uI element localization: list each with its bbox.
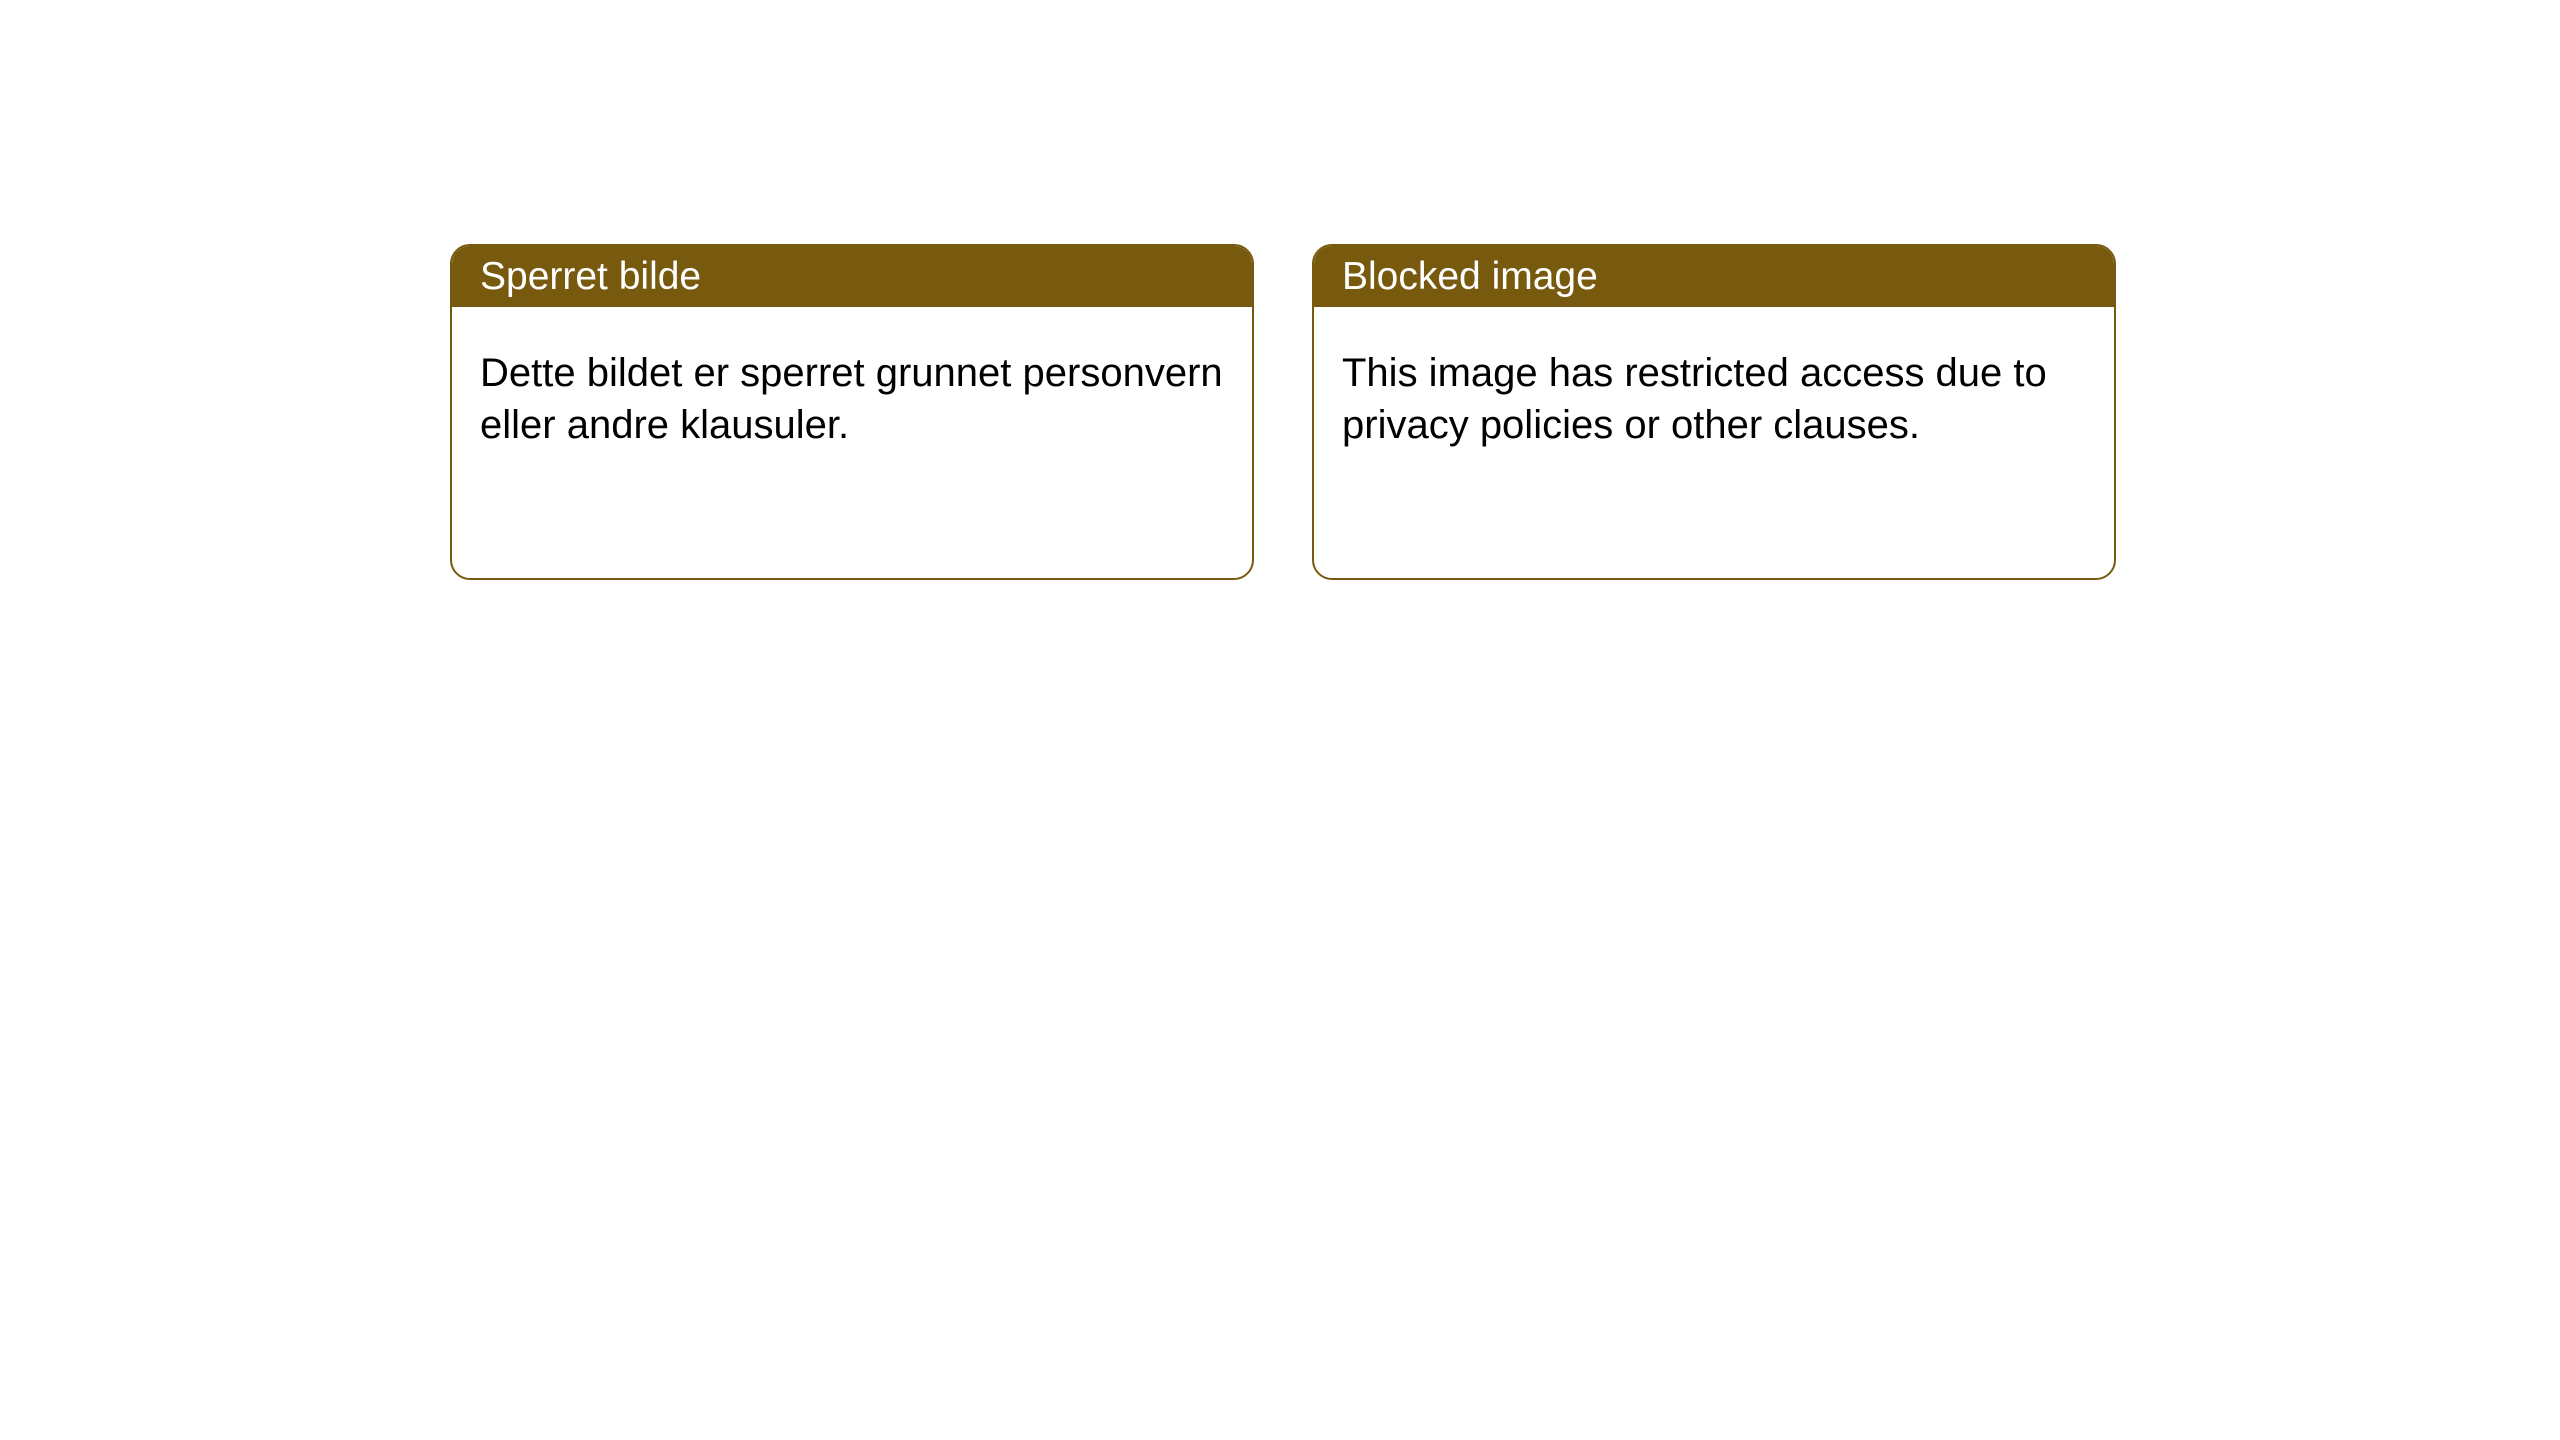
card-header: Blocked image [1314,246,2114,307]
card-body-text: Dette bildet er sperret grunnet personve… [480,351,1223,447]
card-body: Dette bildet er sperret grunnet personve… [452,307,1252,491]
blocked-image-card-no: Sperret bilde Dette bildet er sperret gr… [450,244,1254,580]
card-title: Sperret bilde [480,255,701,299]
card-body-text: This image has restricted access due to … [1342,351,2047,447]
notice-cards-container: Sperret bilde Dette bildet er sperret gr… [0,0,2560,580]
blocked-image-card-en: Blocked image This image has restricted … [1312,244,2116,580]
card-title: Blocked image [1342,255,1598,299]
card-body: This image has restricted access due to … [1314,307,2114,491]
card-header: Sperret bilde [452,246,1252,307]
